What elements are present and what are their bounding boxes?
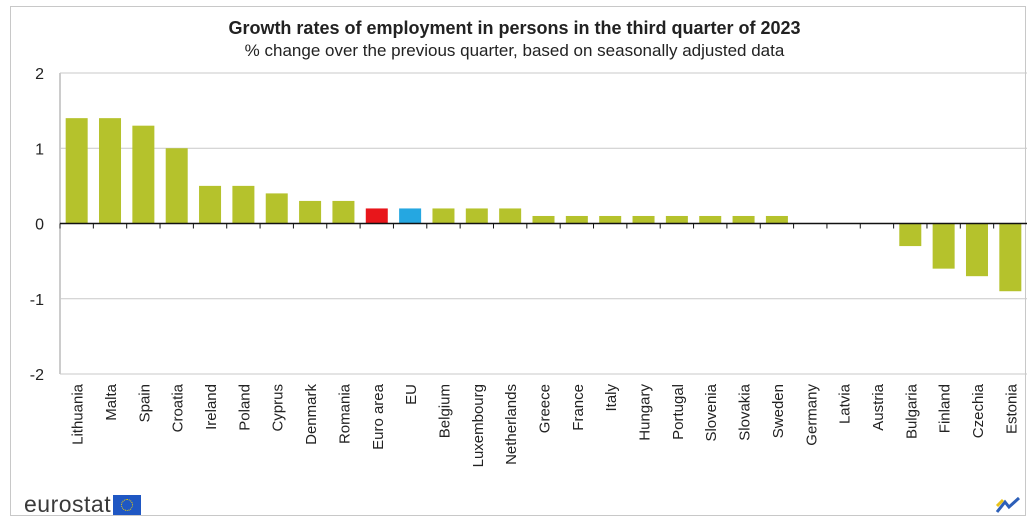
x-tick-label: Cyprus <box>270 384 287 432</box>
x-tick-label: Belgium <box>436 384 453 438</box>
bar-greece <box>532 215 555 224</box>
x-tick-label: Netherlands <box>503 384 520 465</box>
bar-czechia <box>965 223 988 277</box>
bar-poland <box>232 185 255 224</box>
x-tick-label: Estonia <box>1003 383 1020 434</box>
x-tick-label: Germany <box>803 384 820 446</box>
x-tick-label: Romania <box>336 383 353 444</box>
bar-portugal <box>665 215 688 224</box>
bar-luxembourg <box>465 208 488 224</box>
bar-slovenia <box>699 215 722 224</box>
x-tick-label: EU <box>403 384 420 405</box>
bar-croatia <box>165 148 188 224</box>
bar-italy <box>599 215 622 224</box>
bar-netherlands <box>499 208 522 224</box>
x-tick-label: Latvia <box>837 383 854 424</box>
bar-denmark <box>299 200 322 224</box>
logo-text: eurostat <box>24 491 112 517</box>
x-tick-label: Slovakia <box>737 383 754 440</box>
x-tick-label: Malta <box>103 383 120 420</box>
x-tick-label: Euro area <box>370 383 387 450</box>
bar-estonia <box>999 223 1022 292</box>
y-tick-label: -2 <box>30 367 44 384</box>
bar-romania <box>332 200 355 224</box>
x-tick-label: Austria <box>870 383 887 430</box>
x-tick-label: Lithuania <box>70 383 87 445</box>
eu-flag-icon <box>113 495 142 515</box>
bar-hungary <box>632 215 655 224</box>
x-tick-label: Spain <box>136 384 153 422</box>
chart-title: Growth rates of employment in persons in… <box>228 18 801 38</box>
bar-sweden <box>765 215 788 224</box>
bar-slovakia <box>732 215 755 224</box>
x-tick-label: Bulgaria <box>903 383 920 439</box>
x-tick-label: Italy <box>603 384 620 412</box>
x-tick-label: Luxembourg <box>470 384 487 467</box>
bar-belgium <box>432 208 455 224</box>
y-tick-label: 1 <box>35 141 44 158</box>
x-tick-label: Czechia <box>970 383 987 438</box>
x-tick-label: France <box>570 384 587 431</box>
x-tick-label: Greece <box>537 384 554 433</box>
bar-cyprus <box>265 193 288 224</box>
bar-spain <box>132 125 155 224</box>
chart-subtitle: % change over the previous quarter, base… <box>244 41 785 60</box>
x-tick-label: Ireland <box>203 384 220 430</box>
bar-ireland <box>199 185 222 224</box>
chart-frame <box>10 6 1026 516</box>
y-tick-label: 0 <box>35 217 44 234</box>
eurostat-logo[interactable]: eurostat <box>24 491 142 518</box>
x-tick-label: Denmark <box>303 384 320 445</box>
x-tick-label: Finland <box>937 384 954 433</box>
bar-bulgaria <box>899 223 922 247</box>
x-tick-label: Poland <box>236 384 253 431</box>
y-tick-label: -1 <box>30 292 44 309</box>
x-tick-label: Slovenia <box>703 383 720 441</box>
x-tick-label: Hungary <box>637 384 654 441</box>
eurostat-swoosh-icon <box>995 496 1021 513</box>
bar-malta <box>99 118 122 224</box>
bar-finland <box>932 223 955 269</box>
bar-lithuania <box>65 118 88 224</box>
x-tick-label: Portugal <box>670 384 687 440</box>
x-tick-label: Croatia <box>170 383 187 432</box>
bar-france <box>565 215 588 224</box>
x-tick-label: Sweden <box>770 384 787 438</box>
bar-euro-area <box>365 208 388 224</box>
bar-eu <box>399 208 422 224</box>
y-tick-label: 2 <box>35 66 44 83</box>
